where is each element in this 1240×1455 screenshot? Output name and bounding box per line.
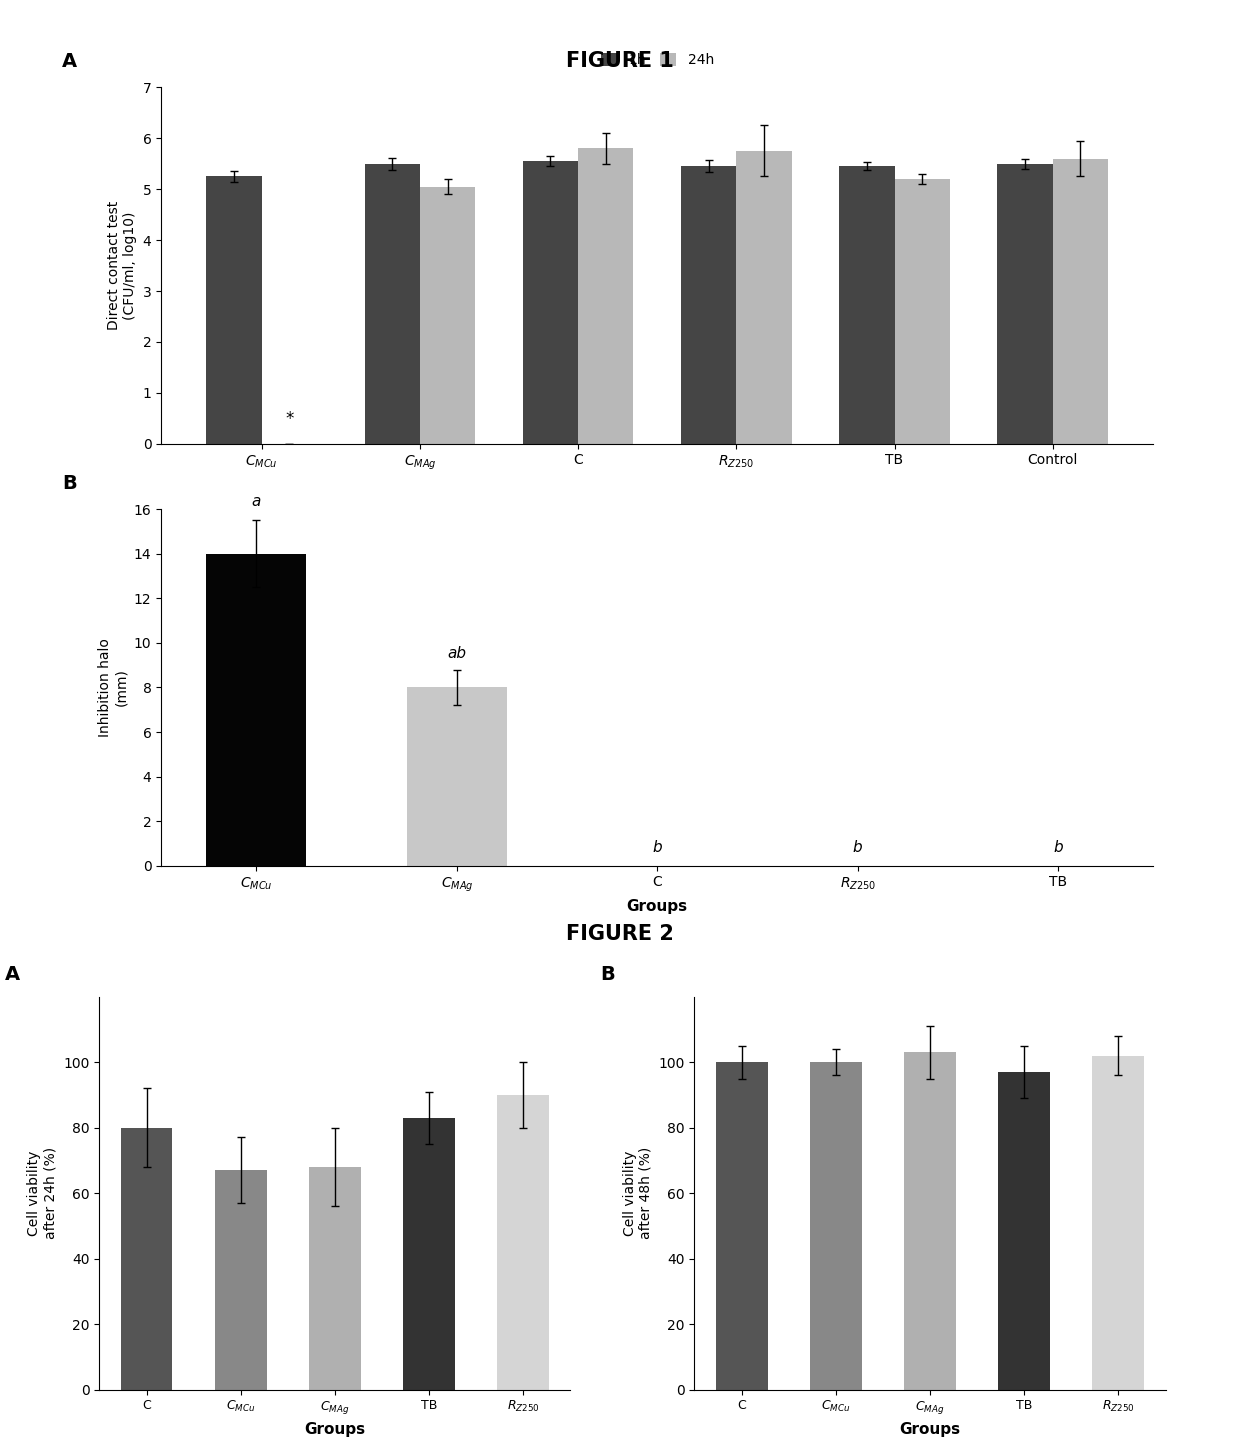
Y-axis label: Cell viability
after 48h (%): Cell viability after 48h (%) bbox=[622, 1147, 652, 1240]
Bar bbox=[894, 179, 950, 444]
Bar bbox=[997, 164, 1053, 444]
X-axis label: Groups: Groups bbox=[626, 899, 688, 914]
Bar bbox=[403, 1117, 455, 1390]
Text: B: B bbox=[62, 473, 77, 493]
Bar bbox=[1092, 1056, 1145, 1390]
Bar bbox=[309, 1167, 361, 1390]
Bar bbox=[998, 1072, 1050, 1390]
Text: ab: ab bbox=[448, 646, 466, 661]
Bar bbox=[578, 148, 634, 444]
Bar bbox=[206, 554, 306, 866]
Bar bbox=[810, 1062, 862, 1390]
Text: b: b bbox=[853, 840, 862, 854]
Bar bbox=[1053, 159, 1109, 444]
Legend: 1h, 24h: 1h, 24h bbox=[595, 48, 719, 73]
Bar bbox=[215, 1170, 267, 1390]
Bar bbox=[420, 186, 475, 444]
Text: b: b bbox=[652, 840, 662, 854]
Text: *: * bbox=[285, 410, 294, 429]
Bar bbox=[407, 687, 507, 866]
Bar bbox=[904, 1052, 956, 1390]
Bar bbox=[839, 166, 894, 444]
Text: B: B bbox=[600, 965, 615, 984]
Bar bbox=[681, 166, 737, 444]
Text: FIGURE 1: FIGURE 1 bbox=[567, 51, 673, 71]
Text: FIGURE 2: FIGURE 2 bbox=[567, 924, 673, 944]
X-axis label: Groups: Groups bbox=[899, 1422, 961, 1436]
Bar bbox=[365, 164, 420, 444]
Bar bbox=[715, 1062, 768, 1390]
Y-axis label: Cell viability
after 24h (%): Cell viability after 24h (%) bbox=[27, 1147, 57, 1240]
Y-axis label: Inhibition halo
(mm): Inhibition halo (mm) bbox=[98, 639, 128, 736]
Bar bbox=[120, 1128, 172, 1390]
Text: A: A bbox=[5, 965, 20, 984]
Bar bbox=[497, 1094, 549, 1390]
Bar bbox=[206, 176, 262, 444]
Y-axis label: Direct contact test
(CFU/ml, log10): Direct contact test (CFU/ml, log10) bbox=[107, 201, 138, 330]
X-axis label: Groups: Groups bbox=[304, 1422, 366, 1436]
Bar bbox=[737, 151, 791, 444]
Text: b: b bbox=[1053, 840, 1063, 854]
Bar bbox=[523, 162, 578, 444]
Text: a: a bbox=[252, 495, 262, 509]
Text: A: A bbox=[62, 51, 77, 71]
